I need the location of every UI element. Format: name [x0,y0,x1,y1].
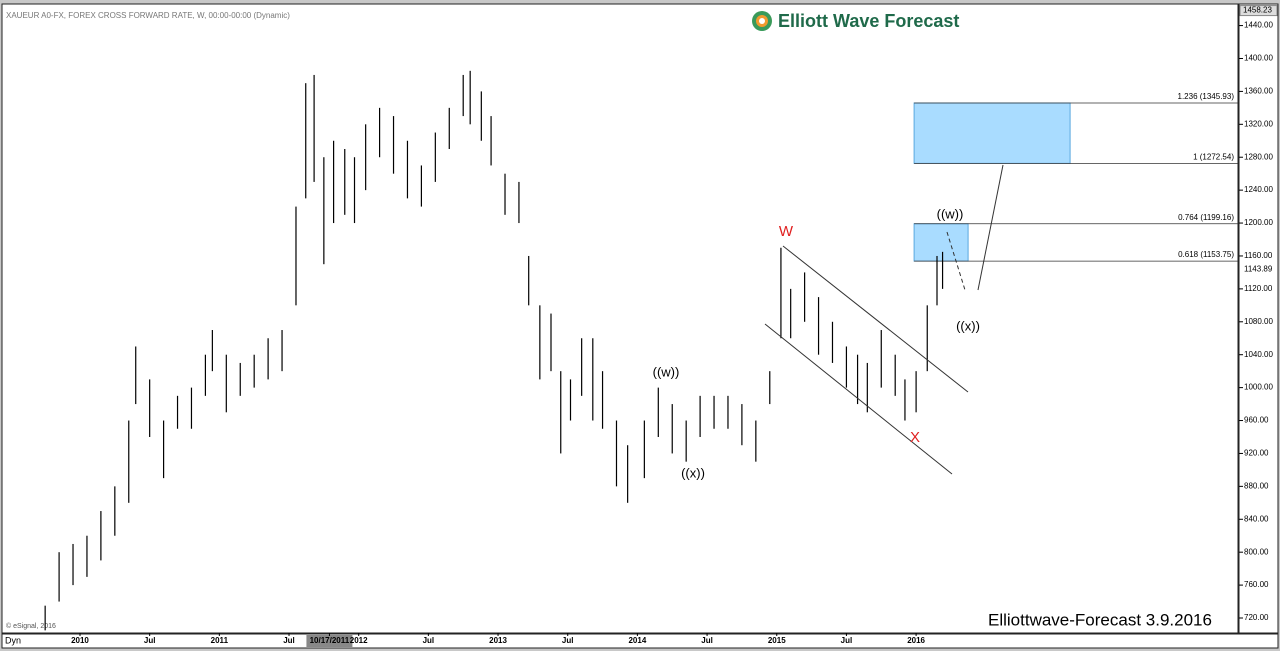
y-tick-label: 1000.00 [1244,383,1273,392]
logo-icon-center [759,18,765,24]
x-tick-label: 2013 [489,636,507,645]
last-price-label: 1143.89 [1244,264,1273,273]
y-tick-label: 1360.00 [1244,87,1273,96]
x-tick-label: 2016 [907,636,925,645]
y-tick-label: 920.00 [1244,449,1269,458]
footer: Elliottwave-Forecast 3.9.2016 [988,610,1212,629]
y-tick-label: 760.00 [1244,580,1269,589]
x-tick-label: 2014 [628,636,646,645]
fib-label: 1 (1272.54) [1193,152,1234,161]
fib-label: 0.764 (1199.16) [1178,213,1234,222]
x-tick-label: Jul [283,636,295,645]
header: XAUEUR A0-FX, FOREX CROSS FORWARD RATE, … [6,11,290,20]
y-tick-label: 1120.00 [1244,284,1273,293]
mode: Dyn [5,635,21,645]
x-tick-label: Jul [144,636,156,645]
projection [977,164,1004,291]
last-price-box [1240,264,1277,275]
x-tick-label: 2010 [71,636,89,645]
y-tick-label: 1240.00 [1244,185,1273,194]
y-tick-label: 800.00 [1244,547,1269,556]
y-tick-label: 1160.00 [1244,251,1273,260]
y-tick-label: 720.00 [1244,613,1269,622]
x-tick-label: 2011 [211,636,229,645]
y-tick-label: 1440.00 [1244,21,1273,30]
wave-label: W [779,223,794,240]
x-tick-label: 2012 [350,636,368,645]
cursor-date-bg [306,635,353,647]
x-tick-label: 2015 [768,636,786,645]
brand: Elliott Wave Forecast [778,11,959,31]
y-tick-label: 1320.00 [1244,119,1273,128]
y-tick-label: 840.00 [1244,514,1269,523]
projection-dashed [946,231,966,291]
target-zone [913,223,969,262]
y-tick-label: 1040.00 [1244,350,1273,359]
target-zone [913,102,1071,164]
y-tick-label: 1080.00 [1244,317,1273,326]
wave-label: ((x)) [681,465,705,480]
y-tick-label: 1200.00 [1244,218,1273,227]
channel-lower [764,323,953,475]
x-tick-label: Jul [841,636,853,645]
copyright: © eSignal, 2016 [6,622,56,630]
wave-label: ((x)) [956,318,980,333]
price-label: 1458.23 [1243,6,1272,15]
y-tick-label: 1280.00 [1244,152,1273,161]
price-axis [1238,3,1279,634]
marks: 1.236 (1345.93) 1 (1272.54) 0.764 (1199.16… [44,70,1238,631]
wave-label: ((w)) [653,364,680,379]
channel-upper [782,245,969,393]
fib-label: 1.236 (1345.93) [1178,92,1235,101]
x-tick-label: Jul [423,636,435,645]
fib-label: 0.618 (1153.75) [1178,250,1234,259]
wave-label: X [910,429,920,446]
y-tick-label: 960.00 [1244,416,1269,425]
plot-area [1,3,1239,634]
y-tick-label: 1400.00 [1244,54,1273,63]
x-tick-label: 10/17/2011 [310,636,350,645]
price-box [1239,5,1278,17]
y-tick-label: 880.00 [1244,481,1269,490]
x-tick-label: Jul [701,636,713,645]
wave-label: ((w)) [937,206,964,221]
x-tick-label: Jul [562,636,574,645]
